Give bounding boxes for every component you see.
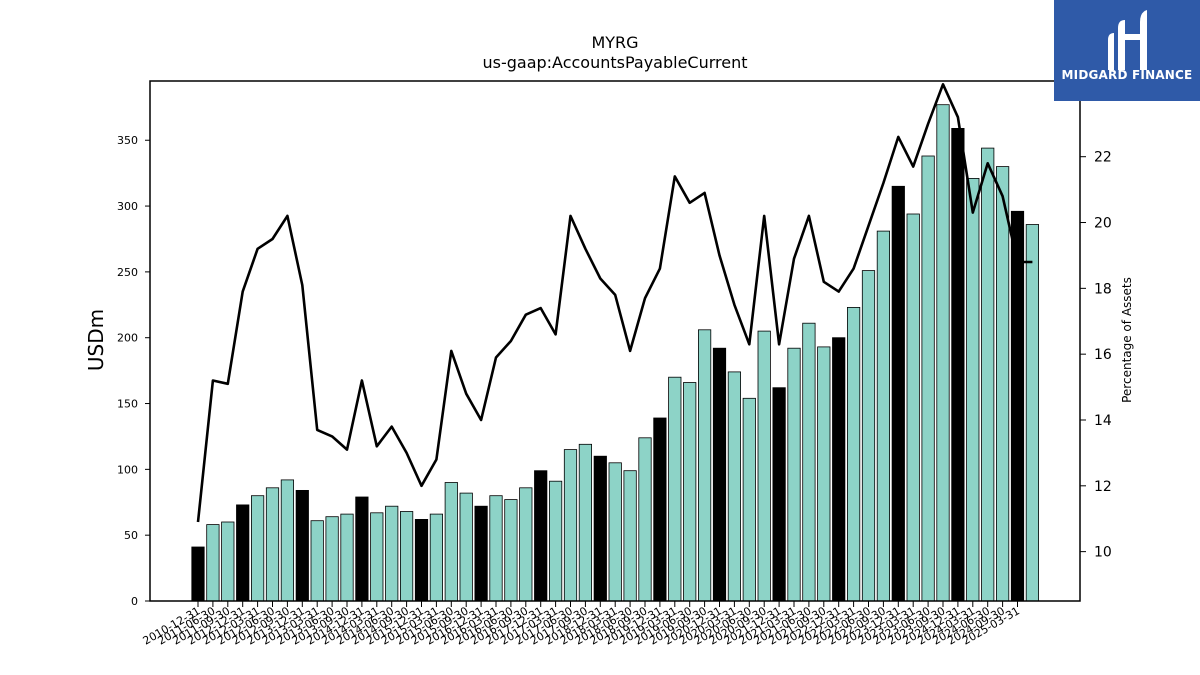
bar-2019-03-31	[683, 382, 697, 602]
bar-2014-09-30	[414, 519, 429, 602]
bar-2017-09-30	[593, 455, 607, 602]
y-tick-label: 250	[117, 266, 138, 279]
bar-2011-09-30	[236, 504, 250, 602]
bar-2023-06-30	[936, 104, 950, 602]
bar-2019-12-31	[727, 371, 742, 602]
bar-2021-09-30	[832, 337, 846, 602]
y-tick-label: 0	[131, 595, 138, 608]
line-group	[196, 83, 1033, 523]
y-axis-right: 1012141618202224	[1080, 84, 1112, 561]
bar-2014-06-30	[399, 511, 414, 602]
y2-tick-label: 12	[1094, 479, 1112, 495]
bar-2024-06-30	[996, 166, 1010, 602]
midgard-finance-logo: MIDGARD FINANCE	[1054, 0, 1200, 101]
y2-tick-label: 16	[1094, 347, 1112, 363]
chart-title: MYRG	[591, 33, 639, 52]
logo-text: MIDGARD FINANCE	[1061, 68, 1193, 82]
bar-2022-12-31	[906, 213, 920, 602]
bar-2016-09-30	[534, 470, 548, 602]
y2-tick-label: 20	[1094, 216, 1112, 232]
y-axis-title-left: USDm	[84, 308, 108, 372]
bar-2011-03-31	[206, 524, 220, 602]
bar-2017-12-31	[608, 462, 622, 602]
bar-2023-03-31	[921, 155, 935, 602]
bar-2019-09-30	[712, 347, 727, 602]
midgard-m-logo-icon	[1108, 10, 1147, 70]
bar-2015-03-31	[444, 482, 458, 602]
bar-2011-06-30	[221, 521, 235, 602]
y2-tick-label: 10	[1094, 545, 1112, 561]
y2-tick-label: 18	[1094, 281, 1112, 297]
bar-2016-12-31	[549, 480, 563, 602]
x-axis: 2010-12-312011-06-302011-09-302012-12-31…	[141, 601, 1022, 648]
bar-2013-03-31	[325, 516, 339, 602]
y-tick-label: 200	[117, 332, 138, 345]
y-tick-label: 150	[117, 398, 138, 411]
bar-2018-06-30	[638, 437, 652, 602]
bar-2016-06-30	[519, 487, 533, 602]
y-tick-label: 100	[117, 463, 138, 476]
bar-2014-12-31	[429, 513, 444, 602]
bar-2016-03-31	[504, 499, 518, 602]
chart-subtitle: us-gaap:AccountsPayableCurrent	[482, 53, 748, 72]
bar-2022-09-30	[891, 185, 905, 602]
bar-2021-03-31	[802, 322, 816, 602]
bar-2015-06-30	[459, 492, 473, 602]
bar-2013-09-30	[355, 496, 369, 602]
bar-2024-03-31	[981, 147, 995, 602]
bar-2020-09-30	[772, 387, 786, 602]
bar-2012-06-30	[280, 479, 295, 602]
percentage-of-assets-line	[196, 83, 1033, 523]
bar-2023-12-31	[966, 177, 980, 602]
y2-tick-label: 22	[1094, 150, 1112, 166]
bar-group	[191, 104, 1039, 602]
y2-tick-label: 14	[1094, 413, 1112, 429]
bar-2012-12-31	[310, 520, 324, 602]
bar-2024-12-31	[1025, 224, 1039, 602]
bar-2017-03-31	[563, 449, 578, 602]
bar-2015-12-31	[489, 495, 503, 602]
y-tick-label: 50	[124, 529, 138, 542]
bar-2018-12-31	[668, 376, 682, 602]
bar-2010-12-31	[191, 546, 205, 602]
bar-2012-03-31	[265, 487, 280, 602]
y-tick-label: 300	[117, 200, 138, 213]
y-axis-title-right: Percentage of Assets	[1120, 277, 1134, 403]
y-axis-left: 0 50 100 150 200 250 300 350	[117, 134, 150, 608]
bar-2013-12-31	[370, 512, 384, 602]
bar-2018-03-31	[623, 470, 637, 602]
bar-2011-12-31	[250, 495, 265, 602]
y-tick-label: 350	[117, 134, 138, 147]
bar-2020-03-31	[742, 397, 756, 602]
bar-2013-06-30	[340, 513, 354, 602]
bar-2020-12-31	[787, 347, 801, 602]
bar-2021-12-31	[847, 306, 861, 602]
bar-2022-06-30	[876, 230, 891, 602]
bar-2020-06-30	[757, 330, 771, 602]
bar-2012-09-30	[295, 489, 309, 602]
bar-2023-09-30	[951, 127, 965, 602]
bar-2021-06-30	[817, 346, 831, 602]
bar-2015-09-30	[474, 505, 488, 602]
bar-2017-06-30	[578, 443, 593, 602]
bar-2019-06-30	[698, 329, 712, 602]
bar-2024-09-30	[1010, 210, 1025, 602]
bar-2022-03-31	[861, 270, 876, 602]
bar-2018-09-30	[653, 417, 667, 602]
bar-2014-03-31	[385, 505, 399, 602]
